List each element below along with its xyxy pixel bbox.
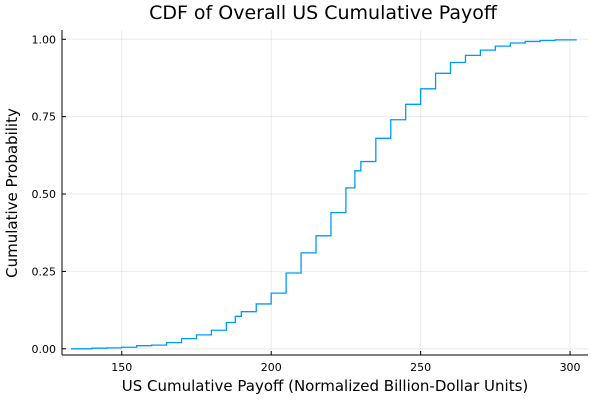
y-tick-label: 0.50 xyxy=(32,188,57,201)
x-ticks: 150 200 250 300 xyxy=(111,351,581,374)
y-axis-label: Cumulative Probability xyxy=(3,108,21,278)
axes xyxy=(61,30,588,356)
x-axis-label: US Cumulative Payoff (Normalized Billion… xyxy=(122,377,529,395)
y-tick-label: 1.00 xyxy=(32,33,57,46)
y-tick-label: 0.75 xyxy=(32,111,57,124)
chart-title: CDF of Overall US Cumulative Payoff xyxy=(149,2,498,24)
x-tick-label: 200 xyxy=(261,361,282,374)
x-tick-label: 300 xyxy=(560,361,581,374)
y-tick-label: 0.00 xyxy=(32,343,57,356)
x-tick-label: 250 xyxy=(410,361,431,374)
y-ticks: 0.00 0.25 0.50 0.75 1.00 xyxy=(32,33,66,356)
y-tick-label: 0.25 xyxy=(32,265,57,278)
series xyxy=(70,39,577,350)
grid-lines xyxy=(62,30,588,355)
x-tick-label: 150 xyxy=(111,361,132,374)
cdf-line xyxy=(70,39,577,350)
